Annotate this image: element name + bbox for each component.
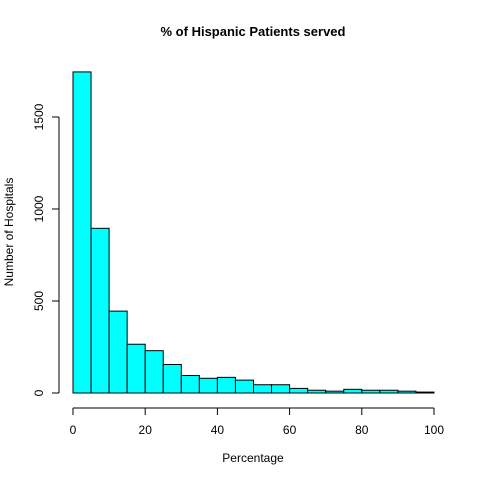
histogram-bar (163, 364, 181, 393)
histogram-bar (416, 392, 434, 393)
y-tick-label: 1500 (32, 103, 46, 130)
bars-group (73, 72, 434, 393)
x-tick-label: 0 (70, 423, 77, 437)
histogram-bar (254, 385, 272, 393)
x-tick-label: 100 (424, 423, 444, 437)
histogram-bar (145, 351, 163, 393)
histogram-bar (290, 388, 308, 393)
histogram-bar (199, 378, 217, 393)
x-axis-label: Percentage (222, 451, 284, 465)
histogram-bar (73, 72, 91, 393)
histogram-bar (380, 390, 398, 393)
histogram-bar (181, 376, 199, 393)
x-tick-label: 40 (211, 423, 225, 437)
x-tick-label: 20 (139, 423, 153, 437)
histogram-bar (109, 311, 127, 393)
y-tick-label: 0 (32, 389, 46, 396)
y-axis-label: Number of Hospitals (2, 178, 16, 287)
histogram-bar (362, 390, 380, 393)
x-tick-label: 80 (355, 423, 369, 437)
histogram-bar (308, 390, 326, 393)
histogram-bar (217, 377, 235, 393)
histogram-bar (398, 391, 416, 393)
histogram-bar (91, 228, 109, 393)
histogram-bar (326, 391, 344, 393)
x-tick-label: 60 (283, 423, 297, 437)
histogram-bar (344, 389, 362, 393)
y-axis: 0 500 1000 1500 (32, 103, 59, 396)
y-tick-label: 1000 (32, 195, 46, 222)
x-axis: 0 20 40 60 80 100 (70, 408, 445, 437)
y-tick-label: 500 (32, 291, 46, 311)
histogram-bar (127, 344, 145, 393)
chart-title: % of Hispanic Patients served (161, 24, 346, 39)
histogram-bar (235, 380, 253, 393)
histogram-bar (272, 385, 290, 393)
